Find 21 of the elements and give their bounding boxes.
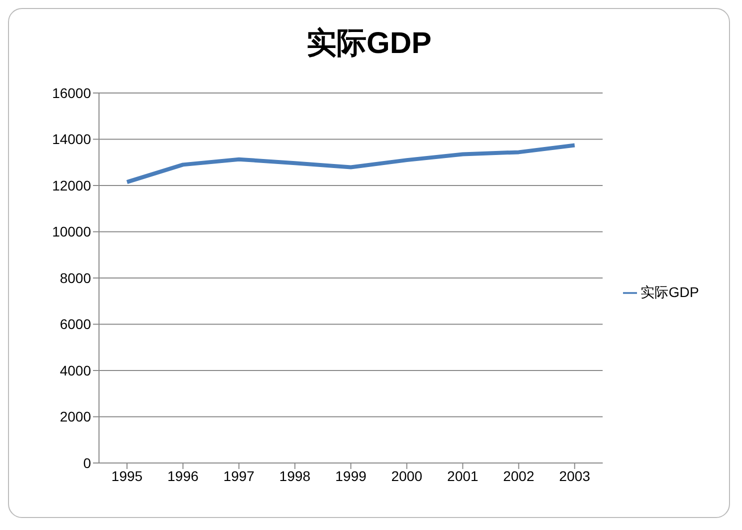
x-tick-label: 1999 [335, 468, 367, 484]
chart-title: 实际GDP [305, 26, 432, 62]
y-tick-label: 4000 [60, 362, 92, 378]
x-tick-label: 1995 [111, 468, 143, 484]
x-tick-label: 2003 [559, 468, 590, 484]
y-tick-label: 12000 [52, 177, 92, 194]
y-tick-label: 10000 [52, 224, 92, 240]
x-tick-label: 2000 [391, 468, 423, 484]
x-tick-label: 1998 [279, 468, 311, 484]
y-tick-label: 16000 [52, 84, 92, 101]
legend-label: 实际GDP [640, 284, 699, 300]
y-tick-label: 6000 [60, 316, 92, 332]
x-tick-label: 2001 [447, 468, 479, 484]
line-series [125, 143, 577, 184]
x-tick-label: 1996 [167, 468, 199, 484]
y-tick-label: 0 [83, 454, 92, 471]
x-tick-label: 2002 [503, 468, 534, 484]
y-tick-label: 8000 [60, 270, 92, 286]
x-tick-label: 1997 [223, 468, 255, 484]
y-tick-label: 14000 [52, 131, 92, 148]
y-tick-label: 2000 [60, 408, 92, 425]
